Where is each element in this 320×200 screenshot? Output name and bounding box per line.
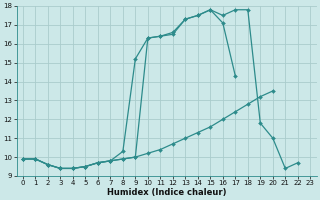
X-axis label: Humidex (Indice chaleur): Humidex (Indice chaleur) <box>107 188 226 197</box>
